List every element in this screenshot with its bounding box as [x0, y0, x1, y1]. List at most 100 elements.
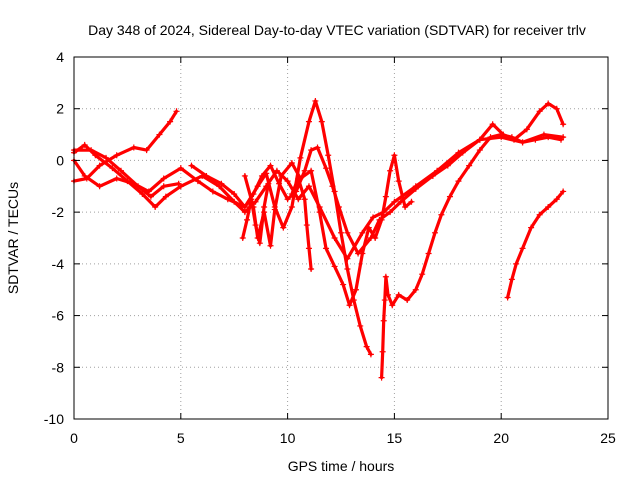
data-point-trace-5: [284, 196, 291, 203]
series-trace-3: [72, 109, 179, 183]
data-point-trace-6: [241, 172, 248, 179]
data-point-trace-2: [344, 266, 351, 273]
data-point-trace-5: [258, 172, 265, 179]
series-trace-2: [72, 99, 373, 356]
data-point-trace-5: [218, 180, 225, 187]
data-point-trace-7: [558, 136, 565, 143]
data-point-trace-6: [365, 224, 372, 231]
plot-frame: [73, 56, 609, 420]
data-point-trace-3: [113, 152, 120, 159]
data-point-trace-7: [532, 136, 539, 143]
x-tick-label: 5: [177, 430, 185, 446]
data-point-trace-8: [288, 191, 295, 198]
data-point-trace-6: [323, 245, 330, 252]
data-point-trace-7: [446, 193, 453, 200]
x-tick-label: 25: [600, 430, 616, 446]
data-point-trace-1: [370, 214, 377, 221]
data-point-trace-9: [553, 196, 560, 203]
data-point-trace-2: [312, 97, 319, 104]
data-point-trace-9: [528, 224, 535, 231]
series-trace-8: [290, 176, 313, 271]
data-point-trace-2: [318, 118, 325, 125]
data-point-trace-1: [139, 191, 146, 198]
data-point-trace-5: [459, 149, 466, 156]
data-series: [71, 97, 567, 381]
y-tick-label: -2: [52, 204, 65, 220]
data-point-trace-9: [504, 294, 511, 301]
data-point-trace-6: [316, 209, 323, 216]
data-point-trace-2: [160, 175, 167, 182]
data-point-trace-7: [545, 134, 552, 141]
data-point-trace-4: [135, 183, 142, 190]
data-point-trace-7: [412, 286, 419, 293]
data-point-trace-6: [288, 160, 295, 167]
data-point-trace-1: [331, 235, 338, 241]
y-tick-label: -6: [52, 308, 65, 324]
data-point-trace-5: [241, 203, 248, 210]
data-point-trace-2: [224, 196, 231, 203]
data-point-trace-4: [175, 180, 182, 187]
data-point-trace-4: [117, 167, 124, 174]
y-tick-label: -8: [52, 359, 65, 375]
data-point-trace-7: [431, 229, 438, 236]
data-point-trace-6: [382, 193, 389, 200]
data-point-trace-5: [301, 167, 308, 174]
y-tick-label: 0: [56, 152, 64, 168]
data-point-trace-5: [444, 162, 451, 169]
x-tick-label: 10: [280, 430, 296, 446]
data-point-trace-1: [162, 193, 169, 200]
data-point-trace-5: [335, 203, 342, 210]
data-point-trace-1: [359, 229, 366, 236]
data-point-trace-7: [508, 134, 515, 141]
y-tick-label: -4: [52, 256, 65, 272]
data-point-trace-3: [143, 147, 150, 154]
data-point-trace-7: [378, 374, 385, 381]
data-point-trace-1: [273, 167, 280, 174]
data-point-trace-3: [173, 108, 180, 115]
data-point-trace-2: [305, 118, 312, 125]
data-point-trace-5: [387, 209, 394, 216]
data-point-trace-4: [103, 154, 110, 161]
data-point-trace-7: [466, 162, 473, 169]
data-point-trace-8: [301, 196, 308, 203]
data-point-trace-6: [372, 235, 379, 241]
data-point-trace-5: [267, 162, 274, 169]
x-tick-label: 20: [493, 430, 509, 446]
data-point-trace-1: [81, 141, 88, 148]
data-point-trace-1: [295, 196, 302, 203]
data-point-trace-2: [96, 183, 103, 190]
data-point-trace-1: [152, 203, 159, 210]
data-point-trace-2: [338, 229, 344, 236]
data-point-trace-4: [160, 183, 167, 190]
x-tick-label: 15: [387, 430, 403, 446]
data-point-trace-3: [83, 175, 90, 182]
data-point-trace-10: [252, 222, 259, 229]
data-point-trace-7: [419, 271, 426, 278]
data-point-trace-7: [476, 147, 483, 154]
x-axis-label: GPS time / hours: [288, 458, 395, 474]
data-point-trace-9: [508, 276, 515, 283]
y-tick-label: 2: [56, 101, 64, 117]
data-point-trace-2: [363, 343, 370, 350]
data-point-trace-5: [545, 100, 552, 107]
data-point-trace-7: [395, 291, 402, 298]
series-trace-6: [243, 153, 414, 307]
data-point-trace-1: [391, 198, 398, 205]
data-point-trace-6: [267, 242, 274, 249]
data-point-trace-8: [303, 222, 310, 229]
data-point-trace-8: [308, 266, 315, 273]
data-point-trace-5: [429, 172, 436, 179]
data-point-trace-3: [130, 144, 137, 151]
data-point-trace-2: [194, 178, 201, 185]
data-point-trace-1: [109, 165, 116, 172]
data-point-trace-5: [314, 144, 321, 151]
data-point-trace-6: [271, 206, 278, 213]
series-trace-9: [506, 189, 565, 300]
data-point-trace-10: [244, 216, 251, 223]
data-point-trace-3: [167, 118, 174, 125]
data-point-trace-5: [188, 162, 195, 169]
data-point-trace-1: [305, 183, 312, 190]
data-point-trace-4: [147, 193, 154, 200]
data-point-trace-9: [519, 245, 526, 252]
data-point-trace-2: [357, 322, 364, 329]
